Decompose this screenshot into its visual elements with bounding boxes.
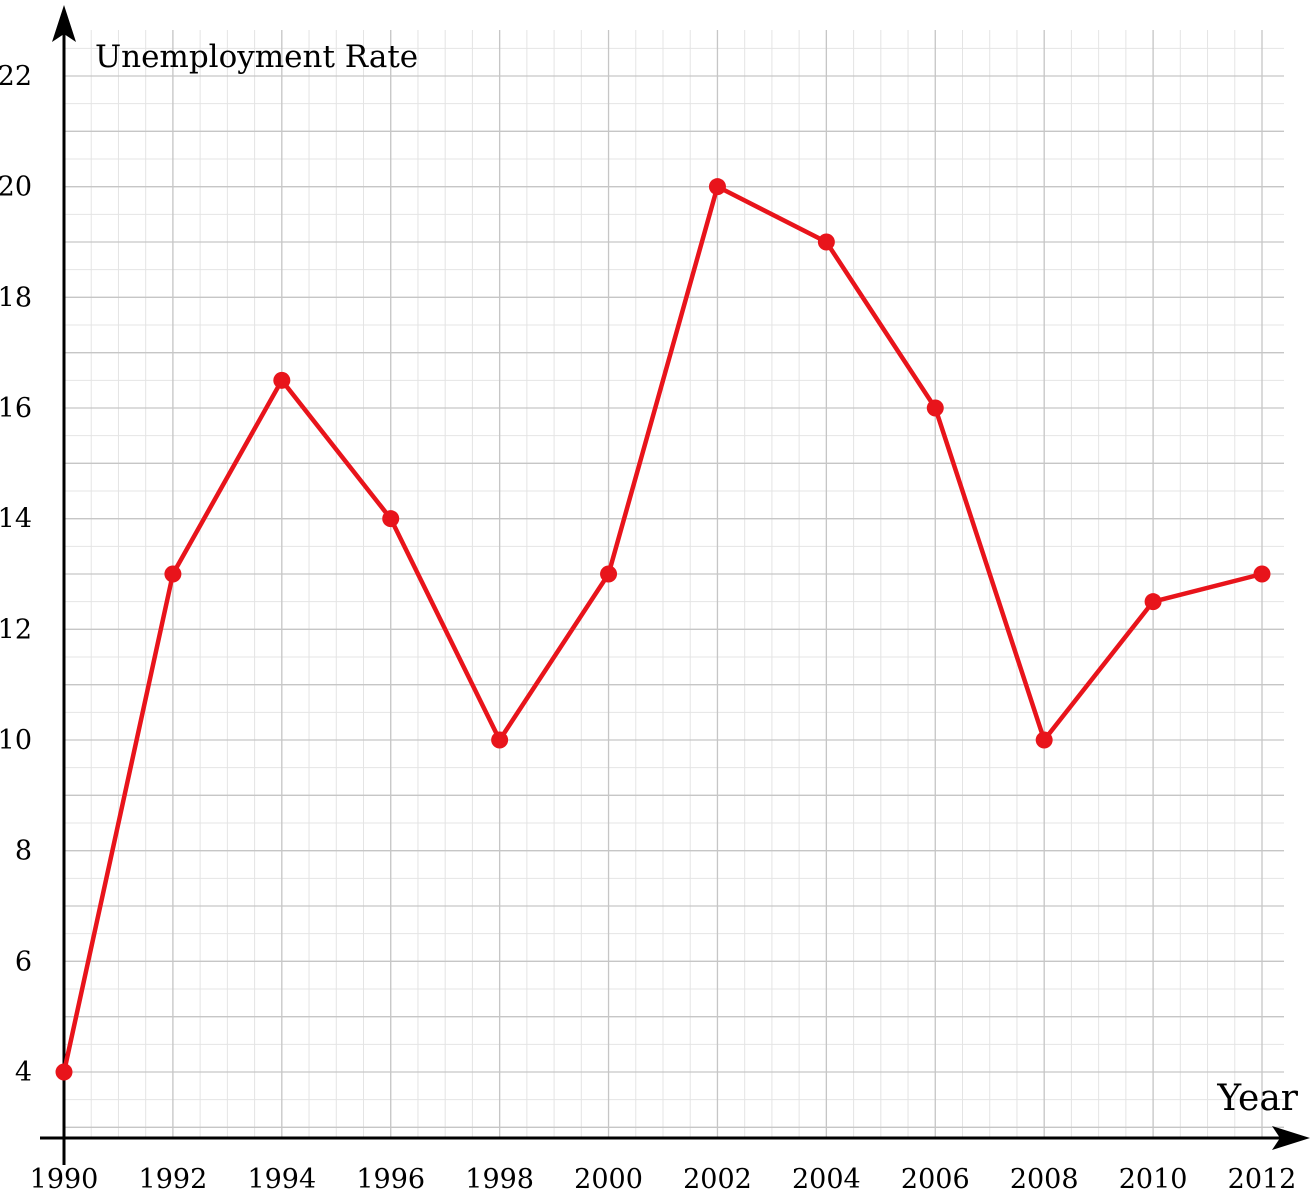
axes bbox=[40, 5, 1310, 1165]
y-axis-label: Unemployment Rate bbox=[95, 39, 418, 75]
y-tick-label: 8 bbox=[15, 836, 32, 867]
x-tick-label: 2012 bbox=[1228, 1164, 1297, 1195]
x-tick-label: 1990 bbox=[30, 1164, 99, 1195]
data-point bbox=[1253, 565, 1271, 583]
data-point bbox=[273, 371, 291, 389]
x-tick-label: 2006 bbox=[901, 1164, 970, 1195]
x-tick-label: 2000 bbox=[574, 1164, 643, 1195]
x-axis-label: Year bbox=[1216, 1078, 1298, 1119]
data-point bbox=[55, 1063, 73, 1081]
x-axis-arrow-icon bbox=[1272, 1126, 1310, 1150]
data-point bbox=[600, 565, 618, 583]
x-tick-label: 2010 bbox=[1119, 1164, 1188, 1195]
x-tick-label: 1996 bbox=[356, 1164, 425, 1195]
data-point bbox=[491, 731, 509, 749]
y-tick-label: 12 bbox=[0, 614, 32, 645]
x-tick-label: 2002 bbox=[683, 1164, 752, 1195]
data-point bbox=[1144, 593, 1162, 611]
y-tick-label: 10 bbox=[0, 725, 32, 756]
data-point bbox=[164, 565, 182, 583]
y-tick-label: 22 bbox=[0, 61, 32, 92]
series-line bbox=[61, 184, 1265, 1075]
x-tick-labels: 1990 1992 1994 1996 1998 2000 2002 2004 2006 2008… bbox=[30, 1164, 1297, 1195]
data-series bbox=[55, 178, 1271, 1081]
data-point bbox=[708, 178, 726, 196]
major-grid bbox=[64, 30, 1284, 1138]
y-tick-labels: 4 6 8 10 12 14 16 18 20 22 bbox=[0, 61, 32, 1088]
x-tick-label: 1994 bbox=[247, 1164, 316, 1195]
y-tick-label: 18 bbox=[0, 282, 32, 313]
minor-grid bbox=[63, 30, 1284, 1138]
x-tick-label: 1992 bbox=[139, 1164, 208, 1195]
y-tick-label: 14 bbox=[0, 504, 32, 535]
data-point bbox=[926, 399, 944, 417]
data-point bbox=[817, 233, 835, 251]
x-tick-label: 2004 bbox=[792, 1164, 861, 1195]
y-tick-label: 6 bbox=[15, 946, 32, 977]
data-point bbox=[1035, 731, 1053, 749]
y-tick-label: 4 bbox=[15, 1057, 32, 1088]
x-tick-label: 1998 bbox=[465, 1164, 534, 1195]
data-point bbox=[382, 510, 400, 528]
y-tick-label: 16 bbox=[0, 393, 32, 424]
x-tick-label: 2008 bbox=[1010, 1164, 1079, 1195]
y-axis-arrow-icon bbox=[52, 5, 76, 42]
y-tick-label: 20 bbox=[0, 172, 32, 203]
